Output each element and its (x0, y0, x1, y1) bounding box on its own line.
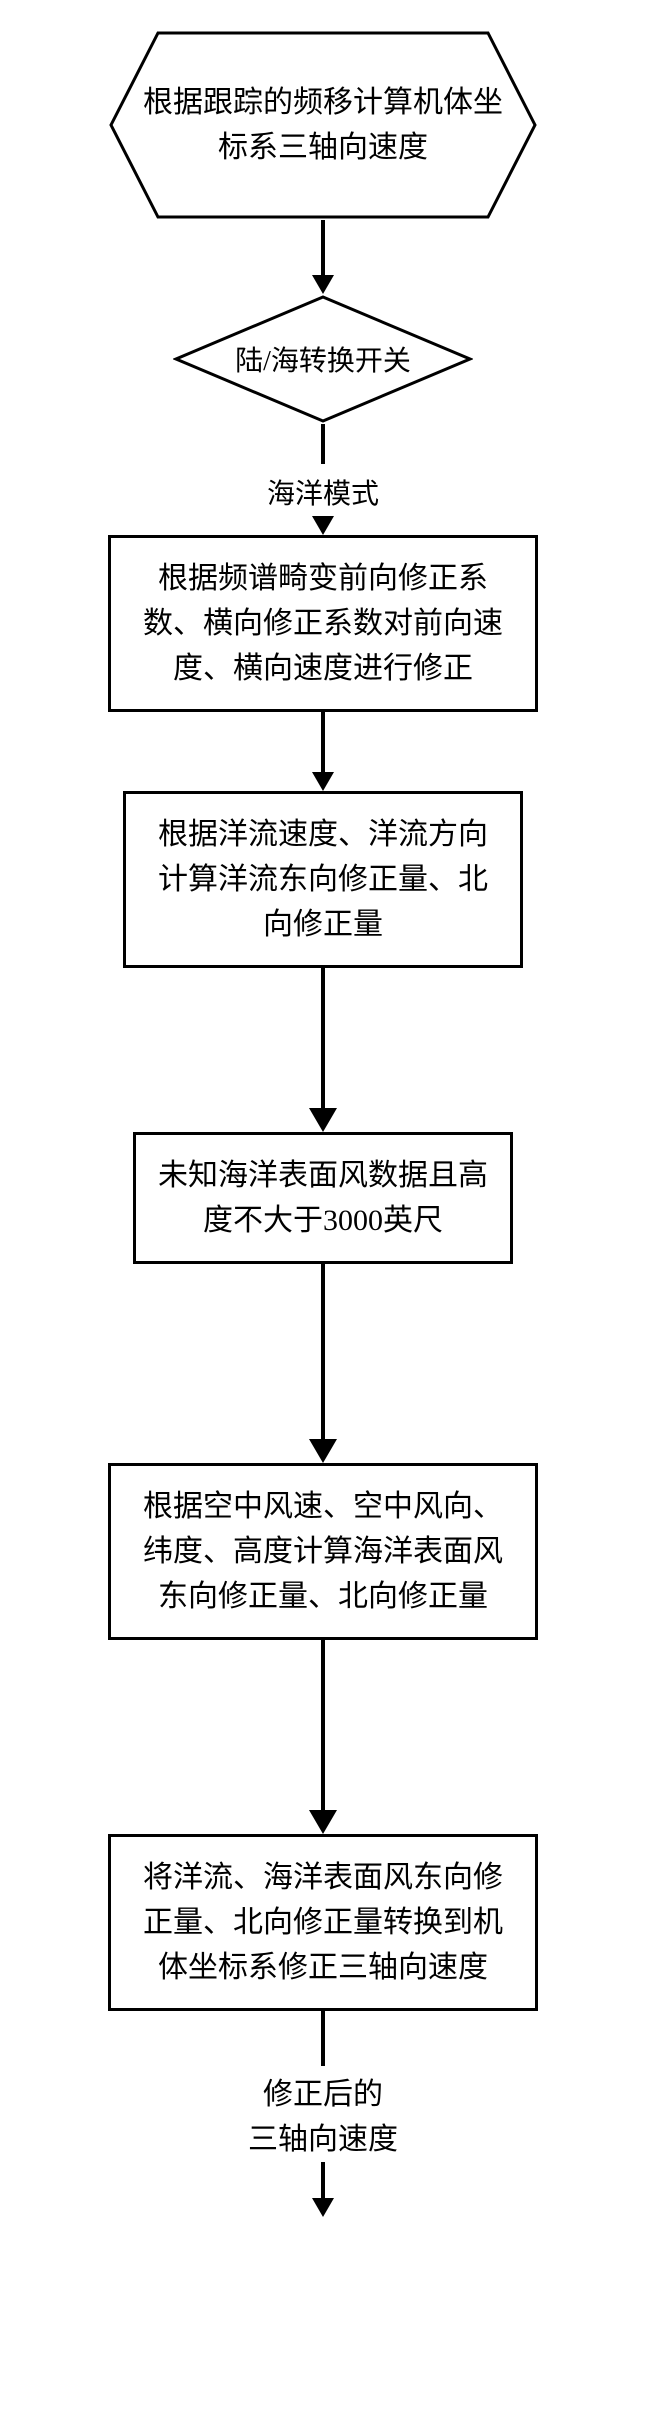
start-hexagon: 根据跟踪的频移计算机体坐标系三轴向速度 (108, 30, 538, 220)
decision-out-label: 海洋模式 (267, 472, 379, 512)
arrow-2: 海洋模式 (267, 424, 379, 535)
arrow-3 (312, 712, 334, 791)
step-4: 根据空中风速、空中风向、纬度、高度计算海洋表面风东向修正量、北向修正量 (108, 1463, 538, 1640)
arrow-7 (321, 2011, 325, 2066)
arrow-8 (312, 2162, 334, 2217)
arrow-4 (309, 968, 337, 1132)
step-5: 将洋流、海洋表面风东向修正量、北向修正量转换到机体坐标系修正三轴向速度 (108, 1834, 538, 2011)
final-label: 修正后的 三轴向速度 (248, 2072, 398, 2162)
arrow-6 (309, 1640, 337, 1834)
decision-diamond: 陆/海转换开关 (173, 294, 473, 424)
arrow-5 (309, 1264, 337, 1463)
arrow-1 (312, 220, 334, 294)
step-3: 未知海洋表面风数据且高度不大于3000英尺 (133, 1132, 513, 1264)
step-1: 根据频谱畸变前向修正系数、横向修正系数对前向速度、横向速度进行修正 (108, 535, 538, 712)
start-text: 根据跟踪的频移计算机体坐标系三轴向速度 (138, 80, 508, 170)
step-2: 根据洋流速度、洋流方向计算洋流东向修正量、北向修正量 (123, 791, 523, 968)
decision-text: 陆/海转换开关 (235, 339, 411, 379)
